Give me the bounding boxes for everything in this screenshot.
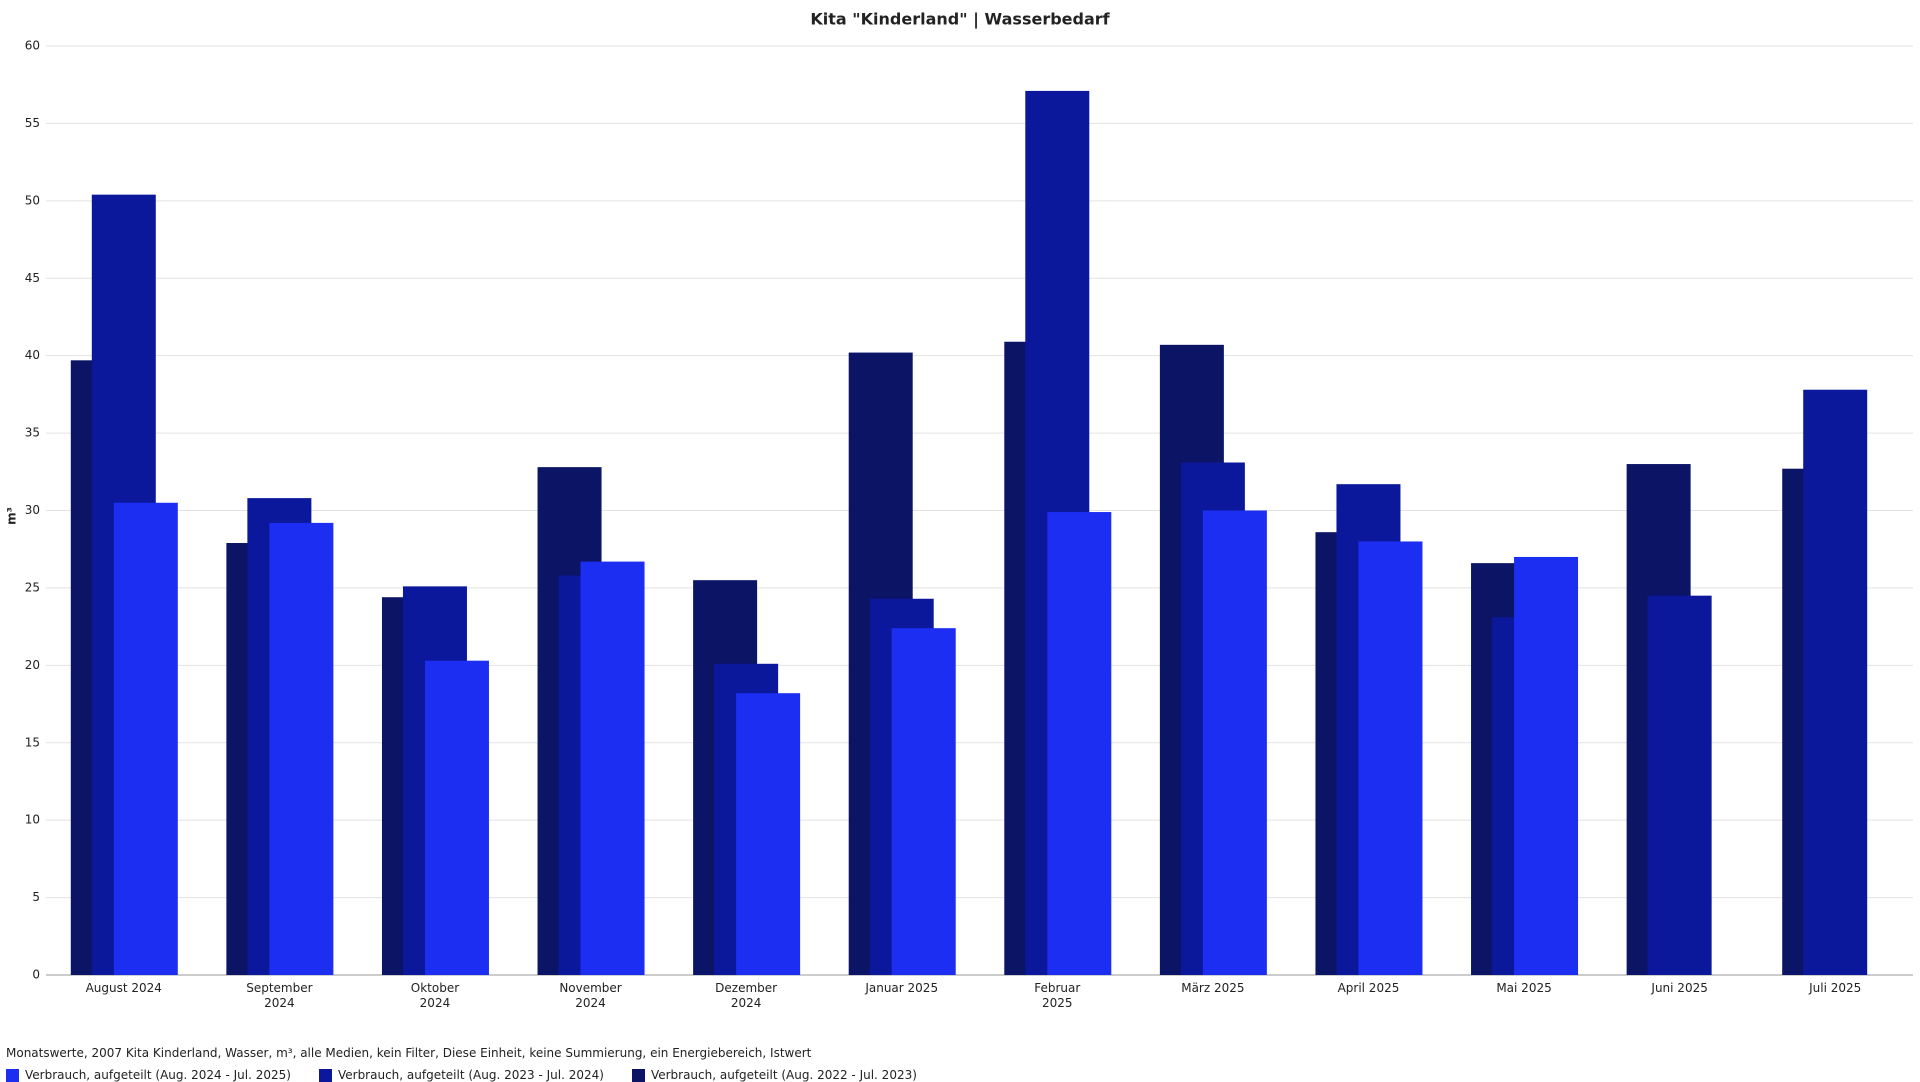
y-tick-label: 40: [25, 348, 40, 362]
x-tick-label: Januar 2025: [865, 981, 939, 995]
y-axis-label: m³: [5, 507, 19, 525]
bar: [113, 502, 178, 975]
x-tick-label: Juli 2025: [1809, 981, 1862, 995]
bar: [1047, 512, 1112, 975]
x-tick-label: Dezember 2024: [715, 981, 778, 1010]
legend-label: Verbrauch, aufgeteilt (Aug. 2023 - Jul. …: [337, 1068, 604, 1082]
bar: [1202, 510, 1267, 975]
x-tick-label: Mai 2025: [1496, 981, 1552, 995]
y-tick-label: 55: [25, 116, 40, 130]
x-tick-label: November 2024: [559, 981, 622, 1010]
y-tick-label: 15: [25, 735, 40, 749]
legend-swatch: [318, 1068, 332, 1082]
bar: [1514, 556, 1579, 975]
bar: [1647, 595, 1712, 975]
x-tick-label: Februar 2025: [1034, 981, 1081, 1010]
y-tick-label: 30: [25, 503, 40, 517]
bar: [269, 522, 334, 975]
bar: [424, 660, 489, 975]
y-tick-label: 0: [32, 968, 40, 982]
legend-item: Verbrauch, aufgeteilt (Aug. 2024 - Jul. …: [6, 1068, 291, 1082]
y-tick-label: 60: [25, 39, 40, 53]
y-tick-label: 20: [25, 658, 40, 672]
footnote: Monatswerte, 2007 Kita Kinderland, Wasse…: [6, 1046, 812, 1060]
legend-item: Verbrauch, aufgeteilt (Aug. 2023 - Jul. …: [318, 1068, 604, 1082]
legend-label: Verbrauch, aufgeteilt (Aug. 2022 - Jul. …: [650, 1068, 917, 1082]
legend-swatch: [6, 1068, 19, 1082]
legend-swatch: [631, 1068, 645, 1082]
x-tick-label: August 2024: [85, 981, 162, 995]
x-tick-label: März 2025: [1181, 981, 1245, 995]
legend: Verbrauch, aufgeteilt (Aug. 2024 - Jul. …: [6, 1068, 917, 1082]
bar: [580, 561, 645, 975]
x-tick-label: Oktober 2024: [410, 981, 460, 1010]
y-tick-label: 35: [25, 426, 40, 440]
chart: Kita "Kinderland" | Wasserbedarf m³ 0 5 10…: [5, 10, 1913, 982]
legend-item: Verbrauch, aufgeteilt (Aug. 2022 - Jul. …: [631, 1068, 917, 1082]
y-tick-label: 25: [25, 580, 40, 594]
bar: [1358, 541, 1423, 975]
chart-title: Kita "Kinderland" | Wasserbedarf: [810, 10, 1110, 30]
y-tick-label: 45: [25, 271, 40, 285]
legend-label: Verbrauch, aufgeteilt (Aug. 2024 - Jul. …: [25, 1068, 291, 1082]
x-tick-label: Juni 2025: [1651, 981, 1708, 995]
bar: [736, 693, 801, 975]
y-tick-label: 50: [25, 193, 40, 207]
bar: [891, 628, 956, 975]
y-tick-label: 10: [25, 813, 40, 827]
bar: [1803, 389, 1868, 976]
x-tick-label: April 2025: [1337, 981, 1400, 995]
y-tick-label: 5: [32, 890, 40, 904]
x-tick-label: September 2024: [246, 981, 313, 1010]
